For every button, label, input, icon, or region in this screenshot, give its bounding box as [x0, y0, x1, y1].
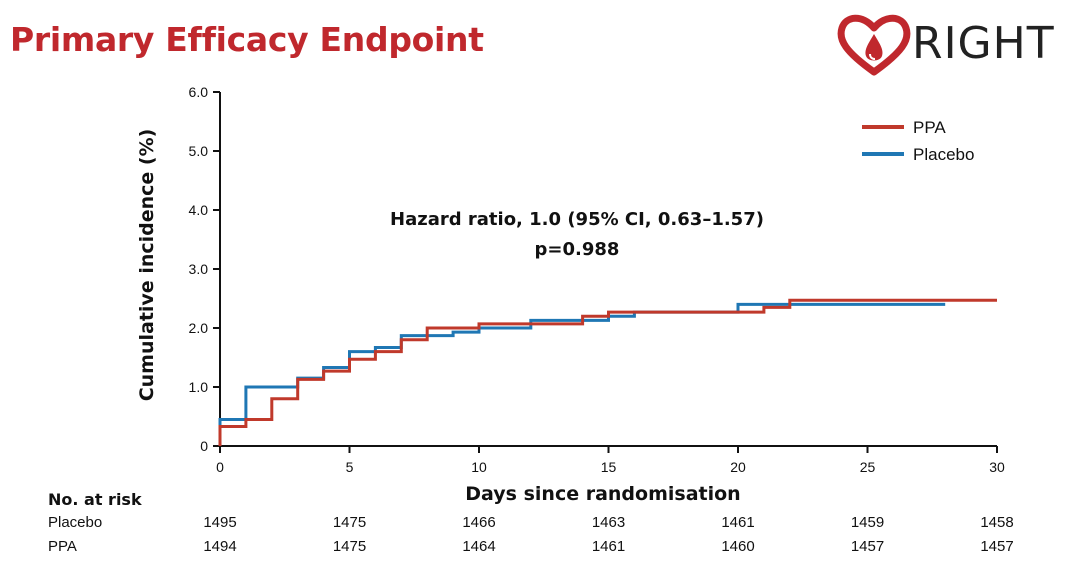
- p-value-text: p=0.988: [535, 239, 620, 260]
- x-tick-label: 0: [216, 459, 224, 475]
- risk-value: 1460: [721, 538, 755, 555]
- y-tick-label: 4.0: [189, 202, 209, 218]
- x-tick-label: 10: [471, 459, 487, 475]
- y-axis-title: Cumulative incidence (%): [136, 129, 158, 402]
- legend-label-ppa: PPA: [913, 118, 946, 137]
- x-tick-label: 5: [346, 459, 354, 475]
- heart-icon: [837, 14, 911, 76]
- risk-value: 1495: [203, 514, 237, 531]
- risk-row-label: Placebo: [48, 514, 103, 531]
- x-tick-label: 15: [601, 459, 617, 475]
- risk-value: 1459: [850, 514, 885, 531]
- drop-icon: [865, 34, 883, 61]
- y-tick-label: 5.0: [189, 143, 209, 159]
- risk-value: 1475: [332, 514, 367, 531]
- risk-value: 1475: [332, 538, 367, 555]
- x-axis-title: Days since randomisation: [465, 483, 740, 505]
- series-line-ppa: [218, 298, 997, 446]
- legend: PPA Placebo: [862, 118, 974, 164]
- x-tick-label: 20: [730, 459, 746, 475]
- y-tick-label: 3.0: [189, 261, 209, 277]
- hazard-ratio-text: Hazard ratio, 1.0 (95% CI, 0.63–1.57): [390, 209, 764, 230]
- risk-value: 1461: [591, 538, 626, 555]
- y-tick-label: 2.0: [189, 320, 209, 336]
- right-logo: [837, 14, 911, 76]
- legend-label-placebo: Placebo: [913, 145, 974, 164]
- risk-value: 1463: [591, 514, 626, 531]
- risk-value: 1458: [980, 514, 1014, 531]
- y-tick-label: 1.0: [189, 379, 209, 395]
- x-tick-label: 25: [860, 459, 876, 475]
- risk-value: 1461: [721, 514, 755, 531]
- risk-table-title: No. at risk: [48, 490, 142, 509]
- risk-row-label: PPA: [48, 538, 77, 555]
- x-tick-label: 30: [989, 459, 1005, 475]
- risk-value: 1494: [203, 538, 237, 555]
- series-line-placebo: [218, 302, 946, 446]
- y-tick-label: 0: [200, 438, 208, 454]
- logo-text: RIGHT: [912, 18, 1055, 69]
- axes: 0 1.0 2.0 3.0 4.0 5.0 6.0 0 5 10 15 20 25 30: [189, 84, 1005, 475]
- risk-value: 1457: [980, 538, 1014, 555]
- y-tick-label: 6.0: [189, 84, 209, 100]
- risk-value: 1466: [462, 514, 496, 531]
- risk-value: 1464: [462, 538, 496, 555]
- risk-value: 1457: [850, 538, 885, 555]
- series-layer: [218, 298, 997, 446]
- page-title: Primary Efficacy Endpoint: [10, 20, 484, 59]
